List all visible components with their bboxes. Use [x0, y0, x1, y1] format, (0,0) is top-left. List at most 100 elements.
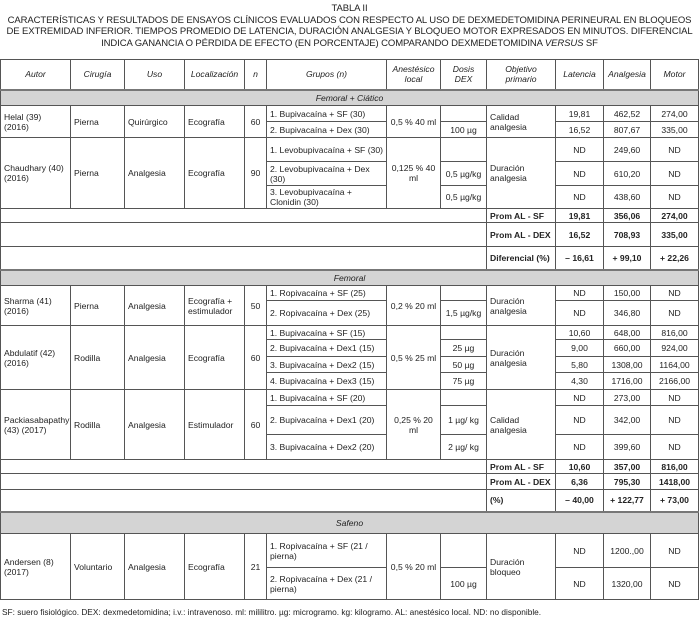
dex-dose — [440, 325, 487, 340]
primary-objective: Calidad analgesia — [486, 105, 556, 138]
section-title: Femoral + Ciático — [0, 88, 699, 106]
group-name: 2. Bupivacaína + Dex (30) — [266, 121, 387, 138]
latency-value: 4,30 — [555, 372, 604, 390]
dex-dose — [440, 137, 487, 162]
primary-objective: Duración bloqueo — [486, 533, 556, 600]
group-name: 3. Bupivacaína + Dex2 (20) — [266, 434, 387, 460]
group-name: 1. Ropivacaína + SF (25) — [266, 285, 387, 301]
summary-motor: 274,00 — [650, 208, 699, 223]
study-author: Sharma (41) (2016) — [0, 285, 71, 326]
analgesia-value: 462,52 — [603, 105, 651, 122]
latency-value: ND — [555, 405, 604, 435]
study-row: Helal (39) (2016) Pierna Quirúrgico Ecograf… — [0, 105, 699, 138]
summary-motor: 816,00 — [650, 459, 699, 474]
summary-row: Prom AL - DEX 16,52 708,93 335,00 — [0, 222, 699, 247]
header-n: n — [244, 59, 267, 90]
analgesia-value: 807,67 — [603, 121, 651, 138]
footnote: SF: suero fisiológico. DEX: dexmedetomid… — [2, 607, 542, 617]
motor-value: ND — [650, 533, 699, 568]
summary-latency: – 40,00 — [555, 489, 604, 512]
header-analgesia: Analgesia — [603, 59, 651, 90]
study-row: Sharma (41) (2016) Pierna Analgesia Ecograf… — [0, 285, 699, 326]
header-motor: Motor — [650, 59, 699, 90]
latency-value: ND — [555, 300, 604, 326]
analgesia-value: 273,00 — [603, 389, 651, 406]
motor-value: 924,00 — [650, 339, 699, 357]
latency-value: ND — [555, 185, 604, 209]
study-n: 60 — [244, 325, 267, 390]
local-anesthetic: 0,2 % 20 ml — [386, 285, 441, 326]
latency-value: ND — [555, 285, 604, 301]
study-location: Estimulador — [184, 389, 245, 460]
local-anesthetic: 0,5 % 20 ml — [386, 533, 441, 600]
section-row: Safeno — [0, 510, 699, 534]
motor-value: ND — [650, 285, 699, 301]
study-row: 2. Ropivacaína + Dex (21 / pierna) 100 µg… — [1, 567, 699, 600]
study-surgery: Rodilla — [70, 325, 125, 390]
motor-value: ND — [650, 161, 699, 186]
header-anestesico-local: Anestésico local — [386, 59, 441, 90]
analgesia-value: 346,80 — [603, 300, 651, 326]
study-use: Analgesia — [124, 285, 185, 326]
study-author: Andersen (8) (2017) — [0, 533, 71, 600]
latency-value: ND — [555, 137, 604, 162]
summary-analgesia: 356,06 — [603, 208, 651, 223]
group-name: 2. Levobupivacaína + Dex (30) — [266, 161, 387, 186]
summary-motor: + 73,00 — [650, 489, 699, 512]
dex-dose: 50 µg — [440, 356, 487, 373]
study-author: Helal (39) (2016) — [0, 105, 71, 138]
summary-spacer — [0, 459, 487, 474]
analgesia-value: 150,00 — [603, 285, 651, 301]
header-uso: Uso — [124, 59, 185, 90]
primary-objective: Calidad analgesia — [486, 389, 556, 460]
group-name: 3. Bupivacaína + Dex2 (15) — [266, 356, 387, 373]
section-row: Femoral — [0, 268, 699, 286]
group-name: 2. Bupivacaína + Dex1 (15) — [266, 339, 387, 357]
group-name: 1. Levobupivacaína + SF (30) — [266, 137, 387, 162]
local-anesthetic: 0,5 % 40 ml — [386, 105, 441, 138]
dex-dose: 25 µg — [440, 339, 487, 357]
latency-value: ND — [555, 567, 604, 600]
section-row: Femoral + Ciático — [0, 88, 699, 106]
latency-value: 5,80 — [555, 356, 604, 373]
motor-value: 1164,00 — [650, 356, 699, 373]
study-author: Packiasabapathy (43) (2017) — [0, 389, 71, 460]
results-table: Autor Cirugía Uso Localización n Grupos (n) An… — [0, 59, 699, 600]
header-grupos: Grupos (n) — [266, 59, 387, 90]
study-row: 2. Levobupivacaína + Dex (30) 0,5 µg/kg ND… — [1, 161, 699, 186]
header-cirugia: Cirugía — [70, 59, 125, 90]
motor-value: ND — [650, 389, 699, 406]
summary-analgesia: + 122,77 — [603, 489, 651, 512]
summary-analgesia: 795,30 — [603, 473, 651, 490]
dex-dose: 1,5 µg/kg — [440, 300, 487, 326]
header-localizacion: Localización — [184, 59, 245, 90]
study-row: Andersen (8) (2017) Voluntario Analgesia Ec… — [0, 533, 699, 600]
summary-spacer — [0, 208, 487, 223]
dex-dose: 100 µg — [440, 567, 487, 600]
analgesia-value: 1320,00 — [603, 567, 651, 600]
study-author: Chaudhary (40) (2016) — [0, 137, 71, 209]
motor-value: ND — [650, 137, 699, 162]
local-anesthetic: 0,5 % 25 ml — [386, 325, 441, 390]
summary-latency: 6,36 — [555, 473, 604, 490]
caption-italic: VERSUS — [544, 37, 584, 49]
motor-value: 816,00 — [650, 325, 699, 340]
study-use: Analgesia — [124, 137, 185, 209]
study-location: Ecografía + estimulador — [184, 285, 245, 326]
header-autor: Autor — [0, 59, 71, 90]
dex-dose: 100 µg — [440, 121, 487, 138]
latency-value: ND — [555, 533, 604, 568]
summary-row: Prom AL - SF 10,60 357,00 816,00 — [0, 459, 699, 474]
study-row: Chaudhary (40) (2016) Pierna Analgesia Ecog… — [0, 137, 699, 209]
summary-spacer — [0, 246, 487, 270]
primary-objective: Duración analgesia — [486, 285, 556, 326]
study-surgery: Voluntario — [70, 533, 125, 600]
section-title: Safeno — [0, 510, 699, 534]
analgesia-value: 660,00 — [603, 339, 651, 357]
analgesia-value: 648,00 — [603, 325, 651, 340]
study-surgery: Pierna — [70, 137, 125, 209]
dex-dose — [440, 389, 487, 406]
primary-objective: Duración analgesia — [486, 325, 556, 390]
study-n: 21 — [244, 533, 267, 600]
summary-latency: 19,81 — [555, 208, 604, 223]
